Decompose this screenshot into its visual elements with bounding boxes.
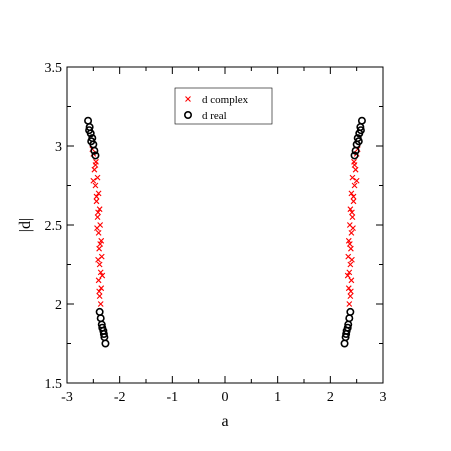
legend-label: d real (202, 110, 227, 122)
legend-marker (185, 96, 191, 102)
x-tick-label: -2 (114, 390, 126, 405)
complex-point (349, 209, 355, 216)
y-axis-title: |d| (17, 218, 34, 232)
complex-point (349, 256, 355, 263)
complex-point (98, 237, 105, 244)
complex-point (96, 261, 103, 268)
complex-point (97, 269, 104, 276)
complex-point (350, 198, 357, 205)
complex-point (93, 193, 100, 200)
x-tick-label: -1 (166, 390, 178, 405)
complex-point (96, 245, 103, 252)
real-point (340, 339, 349, 348)
complex-point (350, 225, 356, 232)
complex-point (92, 162, 99, 168)
complex-point (347, 288, 354, 295)
real-point (356, 126, 365, 135)
complex-point (97, 301, 104, 307)
y-tick-label: 2 (55, 298, 62, 313)
real-point (342, 330, 351, 339)
complex-point (353, 177, 360, 184)
complex-point (347, 245, 354, 252)
complex-point (346, 241, 353, 247)
complex-point (92, 182, 99, 189)
real-point (95, 307, 104, 316)
complex-point (95, 256, 101, 263)
complex-point (351, 182, 358, 189)
real-point (351, 146, 360, 155)
ticks-layer: -3 -2 -1 0 1 2 3 1.5 2 2.5 3 3.5 (45, 61, 387, 405)
complex-point (346, 301, 353, 307)
series-1 (84, 116, 366, 348)
real-point (357, 116, 366, 125)
legend-marker (184, 111, 193, 120)
complex-point (97, 241, 104, 247)
real-point (87, 137, 96, 146)
real-point (91, 151, 100, 160)
complex-point (347, 293, 354, 299)
real-point (90, 146, 99, 155)
real-point (346, 307, 355, 316)
complex-point (91, 166, 98, 173)
complex-point (348, 190, 355, 197)
complex-point (347, 206, 354, 213)
real-point (345, 314, 354, 323)
complex-point (347, 261, 354, 268)
x-tick-label: 0 (222, 390, 229, 405)
series-0 (89, 146, 361, 307)
complex-point (95, 277, 102, 284)
y-tick-label: 2.5 (45, 219, 63, 234)
real-point (350, 151, 359, 160)
complex-point (96, 288, 103, 295)
complex-point (345, 285, 352, 292)
complex-point (344, 272, 351, 279)
real-point (96, 314, 105, 323)
x-axis-title: a (221, 413, 228, 430)
real-point (99, 330, 108, 339)
complex-point (348, 230, 355, 236)
complex-point (94, 225, 100, 232)
complex-point (351, 162, 358, 168)
x-tick-label: 1 (274, 390, 281, 405)
y-tick-label: 3 (55, 140, 62, 155)
complex-point (346, 269, 353, 276)
complex-point (96, 293, 103, 299)
legend-box (174, 87, 273, 125)
complex-point (94, 174, 101, 181)
complex-point (345, 237, 352, 244)
complex-point (349, 214, 356, 220)
legend-label: d complex (202, 94, 249, 106)
complex-point (94, 214, 101, 220)
complex-point (98, 285, 105, 292)
x-tick-label: 2 (327, 390, 334, 405)
complex-point (348, 277, 355, 284)
real-point (101, 339, 110, 348)
complex-point (95, 190, 102, 197)
legend: d complex d real (174, 87, 273, 125)
y-tick-label: 1.5 (45, 377, 63, 392)
complex-point (349, 174, 356, 181)
complex-point (99, 272, 106, 279)
complex-point (95, 209, 101, 216)
complex-point (93, 198, 100, 205)
complex-point (350, 193, 357, 200)
real-point (85, 126, 94, 135)
complex-point (90, 177, 97, 184)
real-point (354, 137, 363, 146)
real-point (84, 116, 93, 125)
complex-point (95, 230, 102, 236)
x-tick-label: 3 (380, 390, 387, 405)
y-tick-label: 3.5 (45, 61, 63, 76)
x-tick-label: -3 (61, 390, 73, 405)
data-layer (84, 116, 366, 348)
complex-point (96, 206, 103, 213)
complex-point (352, 166, 359, 173)
